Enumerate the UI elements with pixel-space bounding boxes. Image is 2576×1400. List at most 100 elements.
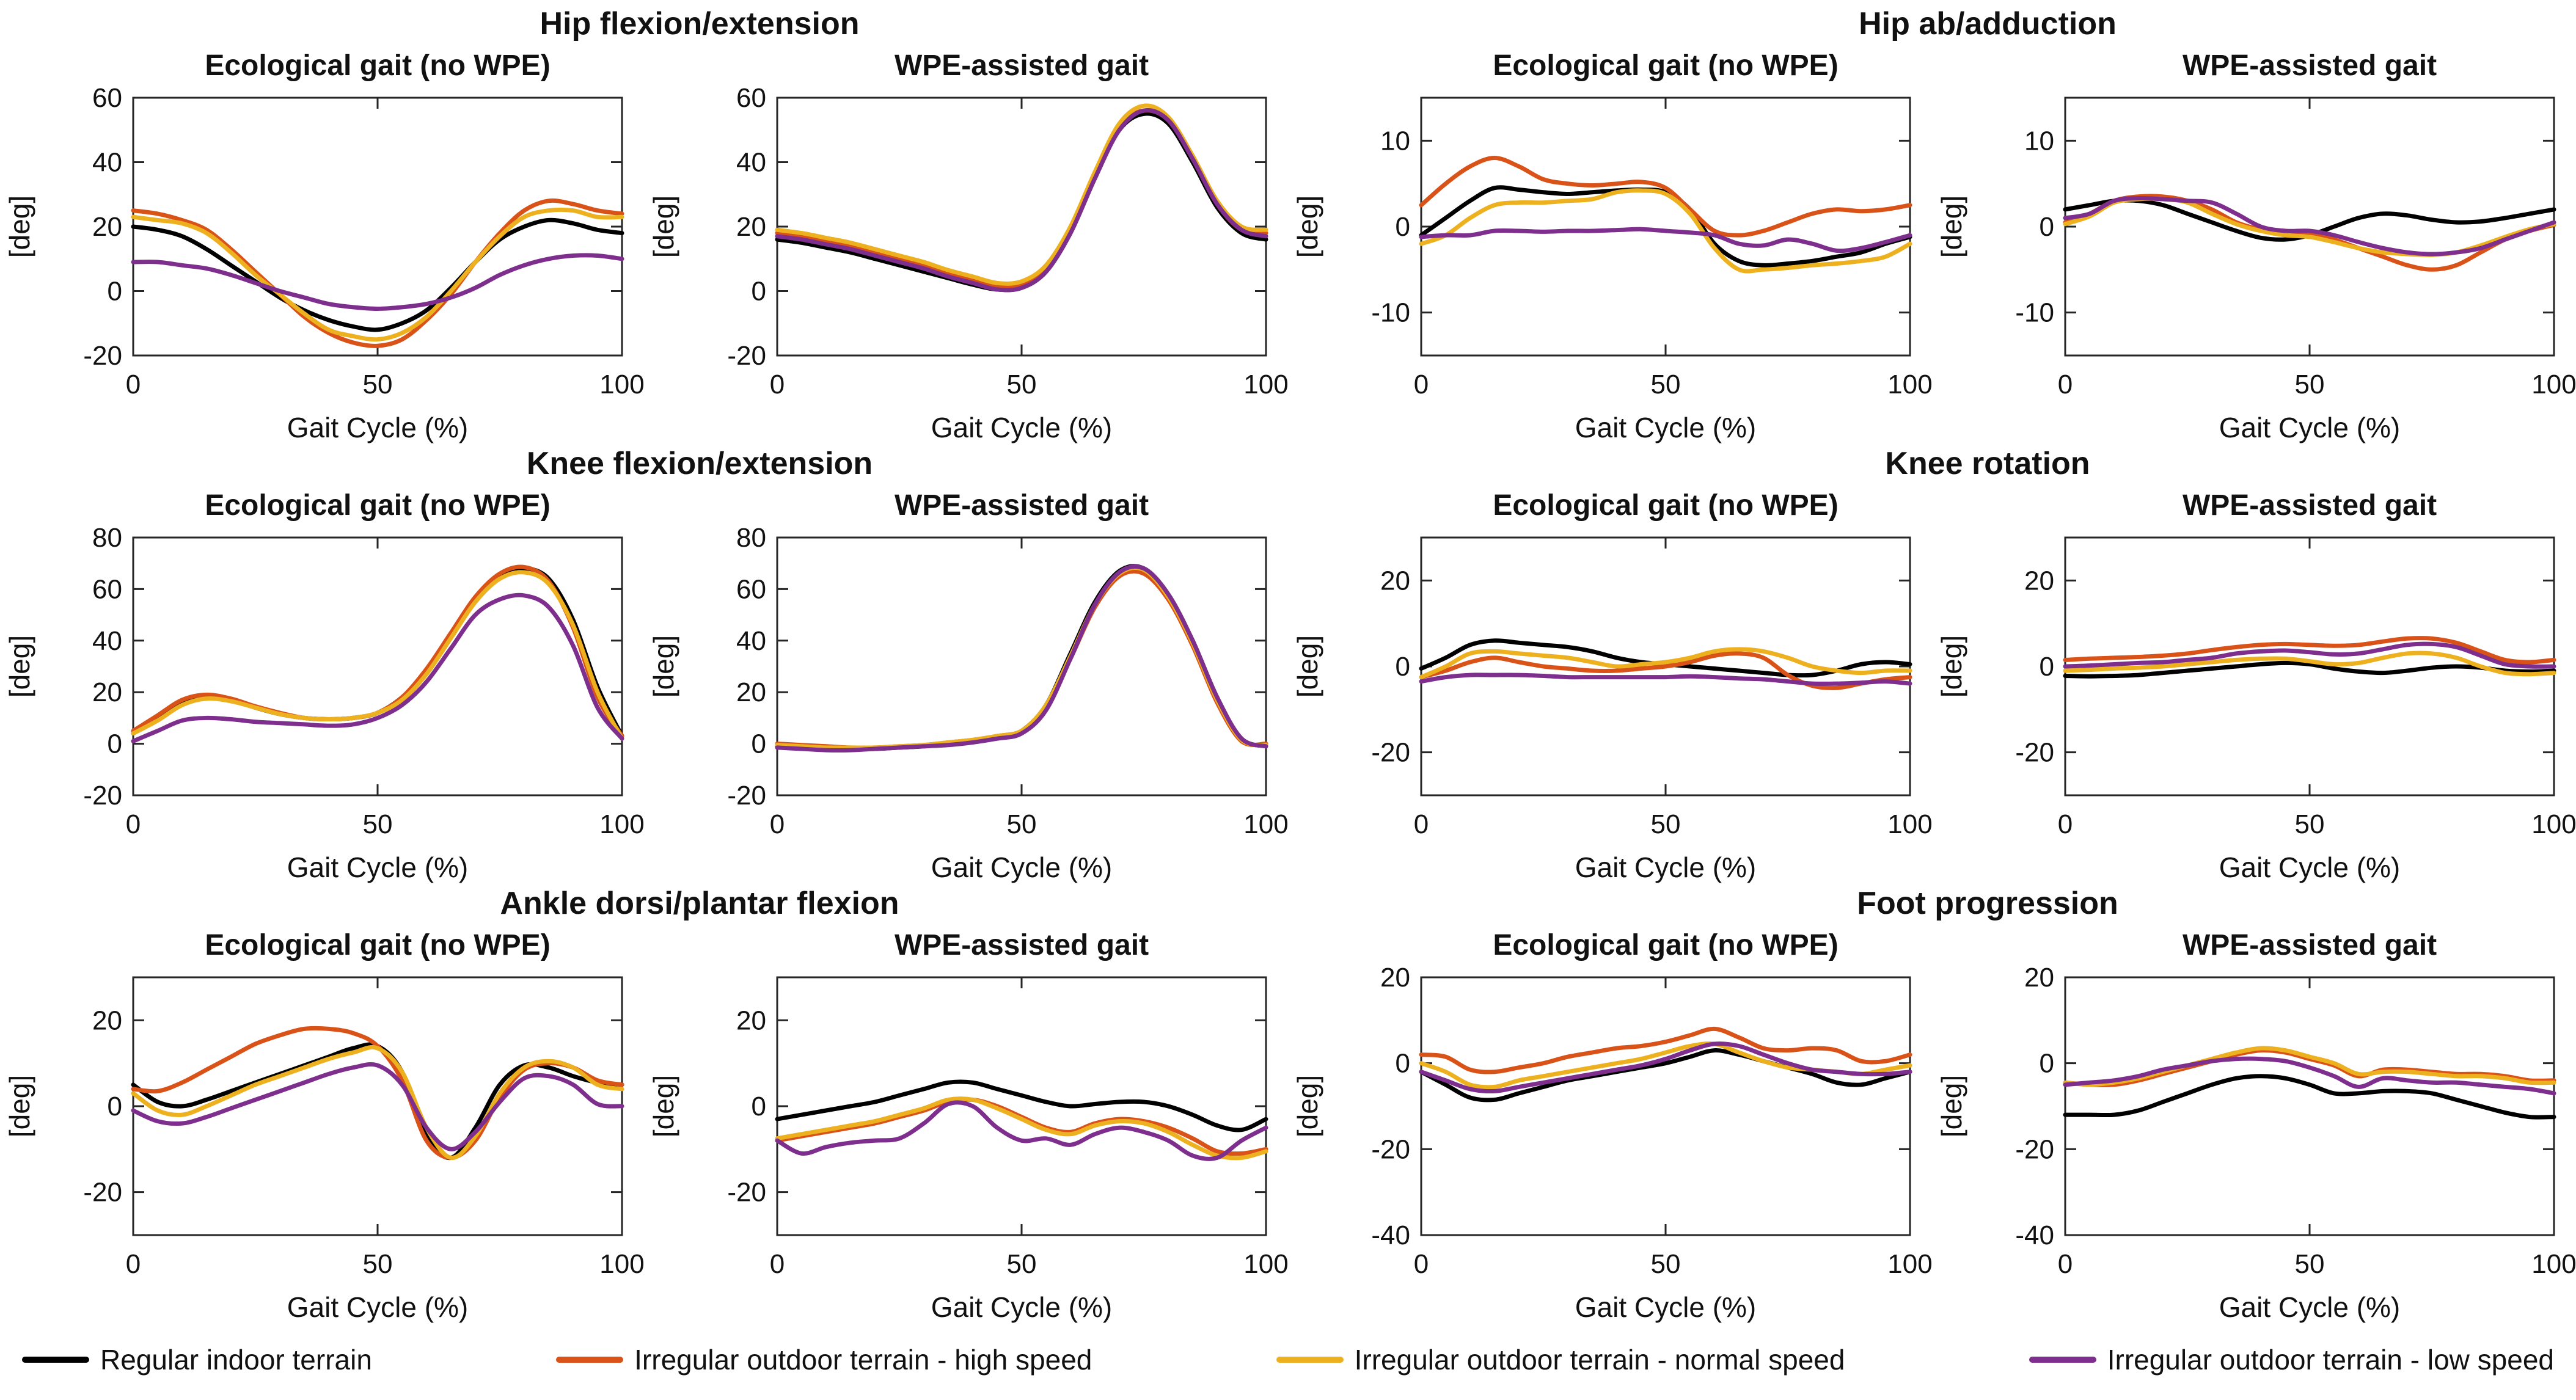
group-hip-flexion-extension: Hip flexion/extension Ecological gait (n… (0, 0, 1289, 443)
subplot-title: WPE-assisted gait (2182, 489, 2437, 522)
y-tick-label: 0 (108, 1092, 122, 1121)
axes-box (132, 97, 623, 357)
series-line (775, 1096, 1268, 1161)
y-tick-label: 0 (108, 277, 122, 307)
subplot-title: WPE-assisted gait (2182, 929, 2437, 961)
series-line (775, 1100, 1268, 1161)
y-axis-label: [deg] (1292, 635, 1323, 698)
x-tick-label: 50 (1651, 370, 1681, 399)
series-line (775, 564, 1268, 753)
plot-canvas: 0 50 100 -20 0 20 Gait Cycle (%) [deg] (648, 976, 1289, 1323)
series-line (131, 570, 624, 741)
y-axis-label: [deg] (1292, 1075, 1323, 1137)
axes-box (2064, 97, 2555, 357)
y-tick-label: 20 (736, 677, 766, 707)
legend-line-swatch (2029, 1357, 2096, 1363)
y-axis-label: [deg] (648, 1075, 679, 1137)
subplot-title: Ecological gait (no WPE) (205, 929, 551, 961)
subplot-knee-flexion-ecological: Ecological gait (no WPE) 0 50 100 -20 0 20 40 6… (0, 483, 645, 883)
axes-box (776, 97, 1267, 357)
subplot-title: WPE-assisted gait (894, 929, 1149, 961)
x-tick-label: 50 (1007, 809, 1037, 839)
y-tick-label: -20 (1371, 738, 1410, 768)
series-line (2063, 651, 2556, 677)
x-tick-label: 0 (770, 1249, 785, 1279)
pair-knee-flexion-extension: Ecological gait (no WPE) 0 50 100 -20 0 20 40 6… (0, 483, 1289, 883)
y-tick-label: 0 (1396, 212, 1410, 242)
series-line (1419, 188, 1912, 274)
y-axis-label: [deg] (1936, 1075, 1967, 1137)
x-axis-label: Gait Cycle (%) (287, 1291, 468, 1323)
y-tick-label: 0 (752, 729, 766, 759)
subplot-ankle-wpe: WPE-assisted gait 0 50 100 -20 0 20 Gait Cycle… (644, 922, 1289, 1323)
series-line (2063, 660, 2556, 679)
pair-knee-rotation: Ecological gait (no WPE) 0 50 100 -20 0 20 Gai… (1288, 483, 2576, 883)
x-axis-label: Gait Cycle (%) (287, 851, 468, 883)
x-tick-label: 100 (599, 809, 644, 839)
y-tick-label: -20 (83, 1178, 122, 1208)
y-axis-label: [deg] (648, 195, 679, 258)
series-line (131, 253, 624, 311)
group-title-ankle-dorsiplantar: Ankle dorsi/plantar flexion (500, 886, 899, 921)
y-tick-label: 0 (2040, 212, 2054, 242)
x-tick-label: 100 (1887, 370, 1932, 399)
y-tick-label: 20 (736, 1005, 766, 1035)
pair-foot-progression: Ecological gait (no WPE) 0 50 100 -40 -20 0 20… (1288, 922, 2576, 1323)
subplot-hip-flexion-wpe: WPE-assisted gait 0 50 100 -20 0 20 40 60 Gait C… (644, 43, 1289, 443)
x-axis-label: Gait Cycle (%) (931, 1291, 1112, 1323)
y-tick-label: 20 (2024, 566, 2054, 596)
x-axis-label: Gait Cycle (%) (931, 412, 1112, 443)
series-group (2063, 636, 2556, 679)
y-tick-label: 60 (92, 574, 122, 604)
series-line (131, 198, 624, 348)
series-line (1419, 1026, 1912, 1074)
series-group (1419, 1026, 1912, 1103)
series-line (775, 108, 1268, 290)
series-line (2063, 194, 2556, 272)
subplot-title: Ecological gait (no WPE) (1493, 49, 1839, 82)
x-tick-label: 100 (2531, 370, 2576, 399)
y-tick-label: 20 (92, 212, 122, 242)
series-line (775, 103, 1268, 286)
y-tick-label: 40 (92, 626, 122, 656)
legend: Regular indoor terrain Irregular outdoor… (0, 1319, 2576, 1400)
axes-box (776, 536, 1267, 797)
y-tick-label: 40 (736, 148, 766, 178)
series-line (775, 1079, 1268, 1132)
y-tick-label: 0 (2040, 1049, 2054, 1079)
x-tick-label: 0 (2058, 1249, 2073, 1279)
series-group (131, 564, 624, 743)
y-tick-label: -40 (1371, 1220, 1410, 1250)
x-tick-label: 50 (363, 370, 393, 399)
x-tick-label: 100 (2531, 1249, 2576, 1279)
subplot-title: WPE-assisted gait (894, 49, 1149, 82)
plot-canvas: 0 50 100 -10 0 10 Gait Cycle (%) [deg] (1292, 97, 1933, 443)
x-axis-label: Gait Cycle (%) (1575, 851, 1756, 883)
subplot-knee-rotation-ecological: Ecological gait (no WPE) 0 50 100 -20 0 20 Gai… (1288, 483, 1933, 883)
series-line (2063, 1046, 2556, 1087)
x-tick-label: 100 (1887, 1249, 1932, 1279)
y-tick-label: -20 (727, 1178, 766, 1208)
x-axis-label: Gait Cycle (%) (931, 851, 1112, 883)
y-tick-label: 10 (2024, 126, 2054, 156)
y-tick-label: -10 (1371, 298, 1410, 328)
plot-canvas: 0 50 100 -40 -20 0 20 Gait Cycle (%) [deg] (1936, 963, 2576, 1323)
legend-item-irregular-normal-speed: Irregular outdoor terrain - normal speed (1276, 1343, 1845, 1376)
row-hip: Hip flexion/extension Ecological gait (n… (0, 0, 2576, 443)
group-title-hip-abadduction: Hip ab/adduction (1859, 6, 2117, 42)
series-line (2063, 195, 2556, 257)
x-tick-label: 0 (770, 809, 785, 839)
x-tick-label: 100 (1243, 1249, 1288, 1279)
x-axis-label: Gait Cycle (%) (2219, 1291, 2400, 1323)
series-group (2063, 1046, 2556, 1120)
x-tick-label: 0 (1414, 1249, 1429, 1279)
series-line (2063, 1074, 2556, 1120)
subplot-foot-progression-ecological: Ecological gait (no WPE) 0 50 100 -40 -20 0 20… (1288, 922, 1933, 1323)
x-tick-label: 0 (126, 1249, 141, 1279)
series-group (775, 1079, 1268, 1161)
x-tick-label: 50 (1651, 809, 1681, 839)
x-tick-label: 50 (363, 809, 393, 839)
series-line (775, 111, 1268, 293)
